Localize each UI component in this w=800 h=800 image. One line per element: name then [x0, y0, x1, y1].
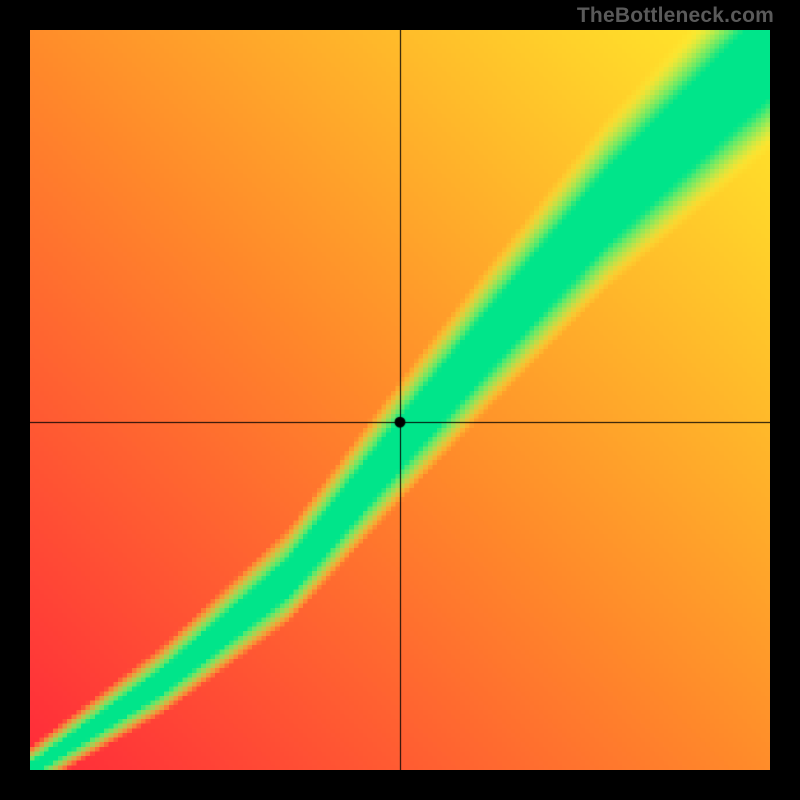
- watermark-text: TheBottleneck.com: [577, 4, 774, 28]
- bottleneck-heatmap: [30, 30, 770, 770]
- chart-container: TheBottleneck.com: [0, 0, 800, 800]
